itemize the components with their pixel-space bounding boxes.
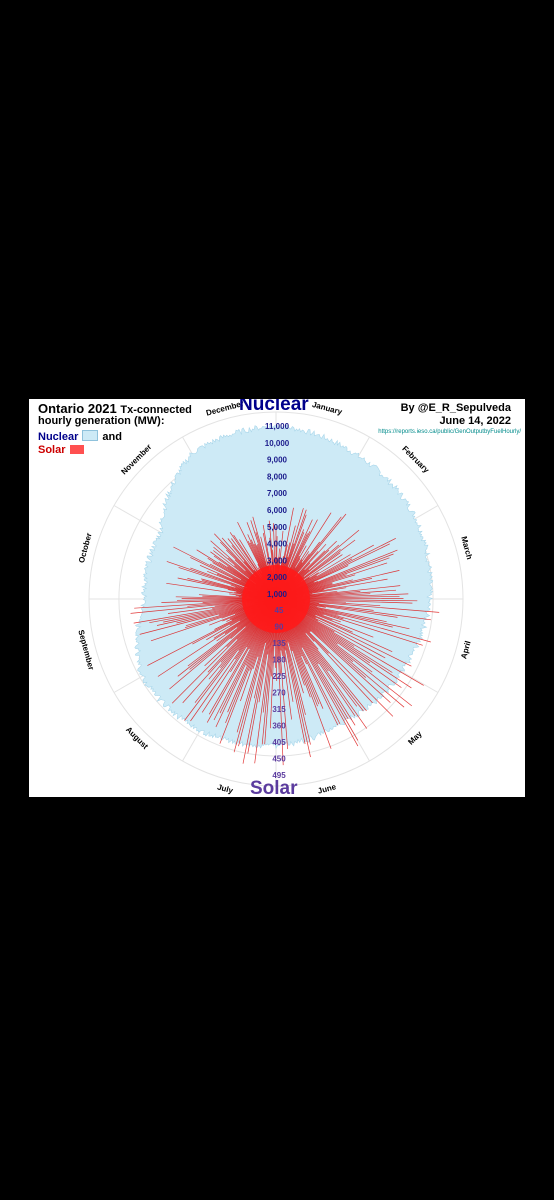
solar-tick-label: 360 <box>272 722 286 731</box>
credit-date: June 14, 2022 <box>439 415 511 427</box>
month-label: January <box>311 400 343 417</box>
nuclear-tick-label: 10,000 <box>265 439 290 448</box>
legend-solar-swatch <box>69 445 84 454</box>
nuclear-axis-header: Nuclear <box>239 399 309 415</box>
nuclear-tick-label: 2,000 <box>267 573 288 582</box>
legend-nuclear-label: Nuclear <box>38 431 79 443</box>
radial-chart: 11,000 10,000 9,000 8,000 7,000 6,000 5,000 4,0… <box>76 399 474 796</box>
solar-tick-label: 180 <box>272 656 286 665</box>
month-label: March <box>459 535 474 560</box>
chart-title-rest: Tx-connected <box>120 404 192 416</box>
chart-title: Ontario 2021 Tx-connected <box>38 401 192 416</box>
solar-axis-header: Solar <box>250 778 298 797</box>
solar-tick-label: 45 <box>275 606 284 615</box>
legend-nuclear-swatch <box>82 430 99 441</box>
legend-and: and <box>102 431 122 443</box>
nuclear-tick-label: 5,000 <box>267 523 288 532</box>
chart-title-main: Ontario 2021 <box>38 401 117 416</box>
nuclear-tick-label: 8,000 <box>267 472 288 481</box>
nuclear-tick-label: 9,000 <box>267 456 288 465</box>
solar-tick-label: 90 <box>275 623 284 632</box>
chart-subtitle: hourly generation (MW): <box>38 415 165 427</box>
month-label: July <box>216 783 234 796</box>
solar-core <box>242 565 310 633</box>
nuclear-tick-label: 7,000 <box>267 489 288 498</box>
credit-author: By @E_R_Sepulveda <box>400 402 511 414</box>
nuclear-tick-label: 1,000 <box>267 590 288 599</box>
solar-tick-label: 270 <box>272 689 286 698</box>
chart-panel: 11,000 10,000 9,000 8,000 7,000 6,000 5,000 4,0… <box>29 399 525 797</box>
month-label: November <box>119 442 153 476</box>
nuclear-tick-label: 3,000 <box>267 556 288 565</box>
nuclear-tick-label: 11,000 <box>265 422 290 431</box>
month-label: May <box>406 729 424 747</box>
nuclear-tick-label: 4,000 <box>267 540 288 549</box>
solar-tick-label: 495 <box>272 771 286 780</box>
legend-solar: Solar <box>38 444 84 456</box>
solar-tick-label: 225 <box>272 672 286 681</box>
month-label: April <box>459 640 472 660</box>
legend-solar-label: Solar <box>38 444 66 456</box>
month-label: August <box>124 725 150 751</box>
solar-tick-label: 405 <box>272 738 286 747</box>
nuclear-tick-label: 6,000 <box>267 506 288 515</box>
month-label: October <box>77 532 94 564</box>
month-label: June <box>317 782 338 796</box>
source-link[interactable]: https://reports.ieso.ca/public/GenOutput… <box>378 429 521 435</box>
solar-tick-label: 135 <box>272 639 286 648</box>
month-label: February <box>400 444 431 475</box>
solar-tick-label: 450 <box>272 755 286 764</box>
legend-nuclear: Nuclear and <box>38 430 122 443</box>
solar-tick-label: 315 <box>272 705 286 714</box>
